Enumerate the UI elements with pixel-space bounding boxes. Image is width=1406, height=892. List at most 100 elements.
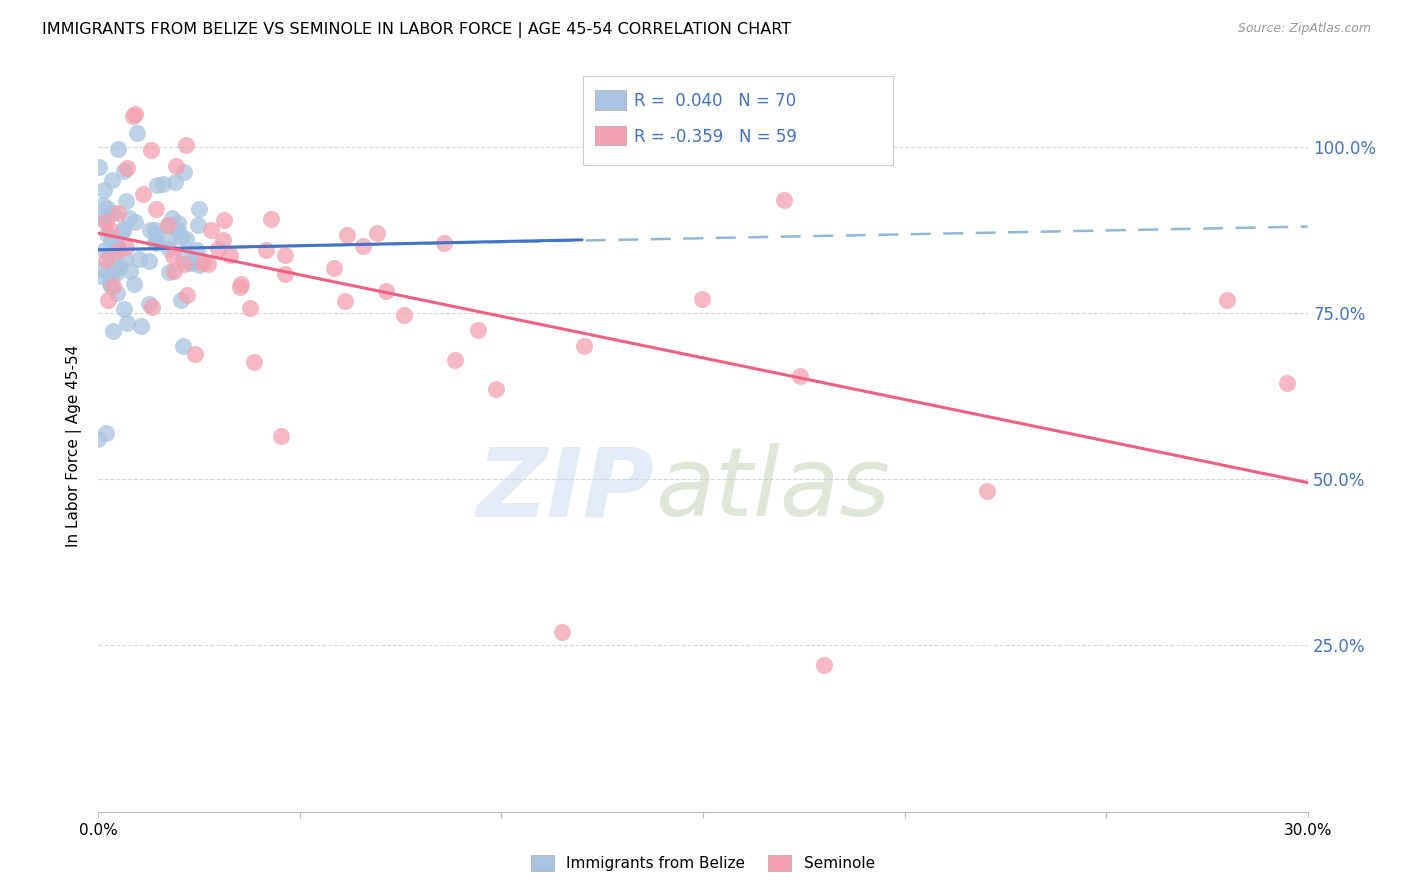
Point bbox=[145, 235, 167, 250]
Point bbox=[180, 256, 202, 270]
Point bbox=[174, 232, 197, 246]
Point bbox=[156, 219, 179, 233]
Point bbox=[97, 293, 120, 308]
Point bbox=[107, 244, 129, 259]
Point bbox=[156, 218, 179, 232]
Point bbox=[105, 238, 128, 252]
Point bbox=[157, 233, 180, 247]
Point bbox=[94, 243, 117, 257]
Point bbox=[87, 160, 110, 174]
Point bbox=[366, 227, 388, 241]
Point bbox=[139, 143, 162, 157]
Text: R = -0.359   N = 59: R = -0.359 N = 59 bbox=[634, 128, 797, 145]
Point bbox=[1277, 376, 1299, 391]
Point bbox=[242, 354, 264, 368]
Point bbox=[375, 284, 398, 298]
Point bbox=[188, 202, 211, 216]
Point bbox=[172, 339, 194, 353]
Text: ZIP: ZIP bbox=[477, 443, 655, 536]
Point bbox=[572, 339, 595, 353]
Point bbox=[333, 293, 356, 308]
Point bbox=[186, 243, 208, 257]
Point bbox=[107, 205, 129, 219]
Point bbox=[112, 164, 135, 178]
Point bbox=[91, 198, 114, 212]
Point bbox=[170, 293, 193, 307]
Point bbox=[274, 248, 297, 262]
Point bbox=[94, 252, 117, 267]
Point bbox=[107, 142, 129, 156]
Point bbox=[174, 137, 197, 152]
Point bbox=[162, 249, 184, 263]
Point bbox=[1216, 293, 1239, 307]
Point bbox=[444, 352, 467, 367]
Point bbox=[111, 221, 134, 235]
Point bbox=[96, 227, 118, 241]
Point bbox=[214, 213, 236, 227]
Text: R =  0.040   N = 70: R = 0.040 N = 70 bbox=[634, 92, 796, 110]
Point bbox=[485, 382, 508, 396]
Point bbox=[184, 347, 207, 361]
Point bbox=[112, 301, 135, 316]
Point bbox=[157, 242, 180, 256]
Point bbox=[219, 248, 242, 262]
Point bbox=[141, 300, 163, 314]
Point bbox=[100, 279, 122, 293]
Point bbox=[114, 252, 136, 267]
Point bbox=[94, 211, 117, 225]
Point bbox=[173, 165, 195, 179]
Point bbox=[131, 186, 153, 201]
Point bbox=[145, 223, 167, 237]
Point bbox=[105, 266, 128, 280]
Point bbox=[176, 287, 198, 301]
Point bbox=[94, 215, 117, 229]
Point bbox=[120, 264, 142, 278]
Point bbox=[145, 227, 167, 242]
Point bbox=[229, 280, 252, 294]
Point bbox=[772, 193, 794, 207]
Point bbox=[100, 234, 122, 248]
Point bbox=[173, 257, 195, 271]
Point bbox=[163, 264, 186, 278]
Point bbox=[124, 106, 146, 120]
Point bbox=[169, 230, 191, 244]
Point bbox=[105, 240, 128, 254]
Point bbox=[260, 211, 283, 226]
Point bbox=[128, 252, 150, 266]
Point bbox=[231, 277, 253, 292]
Point bbox=[200, 222, 222, 236]
Text: Source: ZipAtlas.com: Source: ZipAtlas.com bbox=[1237, 22, 1371, 36]
Point bbox=[191, 256, 214, 270]
Point bbox=[163, 175, 186, 189]
Point bbox=[115, 240, 138, 254]
Point bbox=[111, 224, 134, 238]
Point bbox=[394, 308, 416, 322]
Point bbox=[96, 425, 118, 440]
Point bbox=[165, 159, 187, 173]
Text: atlas: atlas bbox=[655, 443, 890, 536]
Point bbox=[167, 216, 190, 230]
Y-axis label: In Labor Force | Age 45-54: In Labor Force | Age 45-54 bbox=[66, 345, 83, 547]
Point bbox=[117, 317, 139, 331]
Point bbox=[274, 267, 297, 281]
Point bbox=[172, 252, 194, 266]
Point bbox=[180, 255, 202, 269]
Point bbox=[336, 228, 359, 243]
Point bbox=[690, 292, 713, 306]
Legend: Immigrants from Belize, Seminole: Immigrants from Belize, Seminole bbox=[526, 849, 880, 877]
Point bbox=[167, 222, 190, 236]
Point bbox=[152, 178, 174, 192]
Point bbox=[107, 260, 129, 274]
Point bbox=[138, 297, 160, 311]
Point bbox=[145, 178, 167, 192]
Point bbox=[115, 194, 138, 208]
Point bbox=[254, 243, 277, 257]
Point bbox=[239, 301, 262, 315]
Point bbox=[124, 277, 146, 291]
Point bbox=[162, 211, 184, 225]
Point bbox=[124, 215, 146, 229]
Point bbox=[105, 286, 128, 301]
Point bbox=[93, 184, 115, 198]
Point bbox=[270, 429, 292, 443]
Point bbox=[789, 369, 811, 384]
